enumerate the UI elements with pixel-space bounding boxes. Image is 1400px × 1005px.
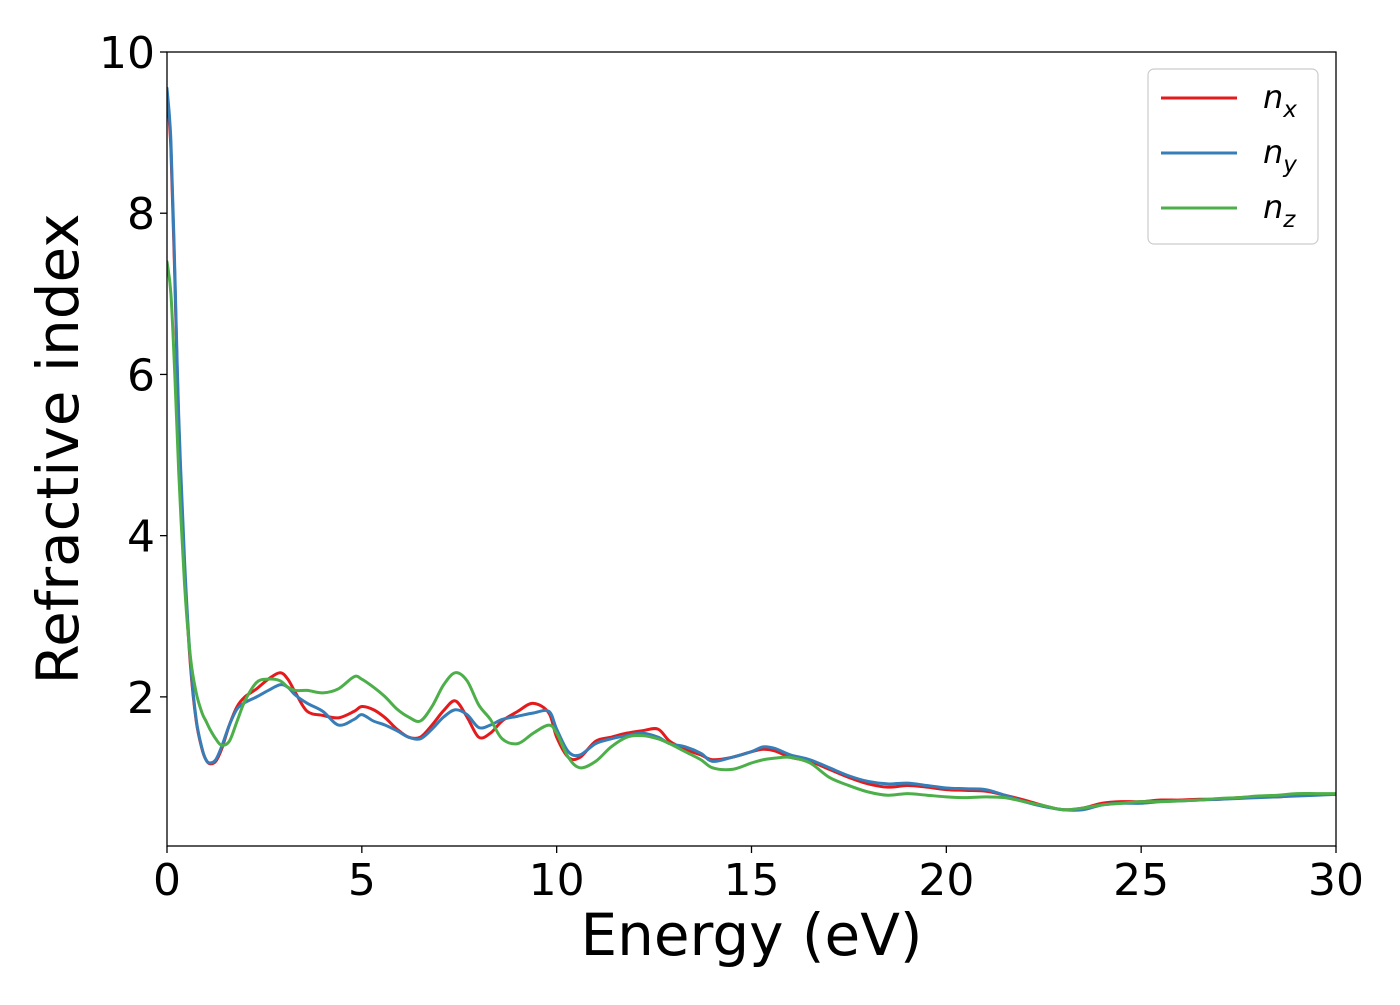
- x-axis: 0 5 10 15 20 25 30: [153, 846, 1364, 906]
- y-tick-label: 4: [127, 512, 155, 563]
- legend: nx ny nz: [1147, 68, 1319, 245]
- legend-label-nx: nx: [1263, 78, 1297, 123]
- x-tick-label: 0: [153, 855, 181, 906]
- y-axis: 2 4 6 8 10: [99, 28, 167, 724]
- series-line-nz: [167, 260, 1336, 812]
- legend-label-nz: nz: [1263, 188, 1296, 233]
- y-tick-label: 6: [127, 350, 155, 401]
- y-axis-title: Refractive index: [24, 213, 92, 684]
- x-tick-label: 10: [529, 855, 585, 906]
- y-tick-label: 8: [127, 189, 155, 240]
- y-tick-label: 10: [99, 28, 155, 79]
- x-tick-label: 25: [1113, 855, 1169, 906]
- x-tick-label: 5: [348, 855, 376, 906]
- legend-label-ny: ny: [1263, 133, 1297, 178]
- x-tick-label: 30: [1308, 855, 1364, 906]
- x-tick-label: 15: [724, 855, 780, 906]
- series-layer: [167, 86, 1336, 812]
- x-tick-label: 20: [918, 855, 974, 906]
- x-axis-title: Energy (eV): [580, 901, 922, 969]
- legend-box: [1147, 68, 1319, 245]
- y-tick-label: 2: [127, 673, 155, 724]
